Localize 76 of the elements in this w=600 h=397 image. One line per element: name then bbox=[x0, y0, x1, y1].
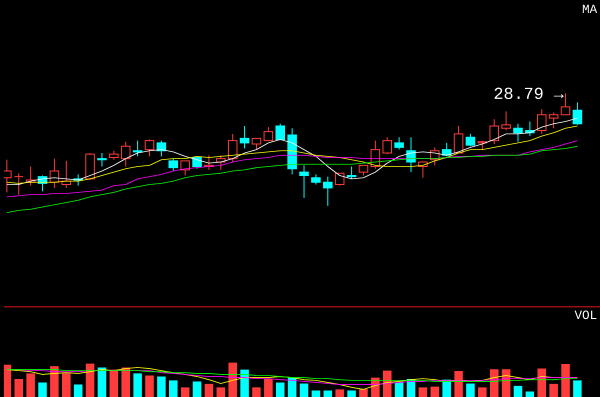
candlestick bbox=[572, 102, 582, 126]
candlestick bbox=[311, 174, 321, 185]
bar bbox=[454, 370, 463, 397]
candlestick bbox=[346, 166, 356, 180]
bar bbox=[228, 362, 237, 397]
bar bbox=[312, 390, 320, 397]
bar bbox=[478, 387, 487, 397]
candlestick bbox=[132, 140, 142, 157]
bar bbox=[180, 387, 190, 397]
bar bbox=[573, 380, 582, 397]
bar bbox=[121, 367, 130, 397]
bar bbox=[514, 386, 522, 397]
bar bbox=[324, 390, 332, 397]
candlestick bbox=[14, 172, 24, 195]
bar bbox=[276, 382, 285, 397]
bar bbox=[86, 363, 94, 397]
bar bbox=[252, 387, 261, 397]
bar bbox=[26, 373, 35, 397]
bar bbox=[288, 377, 296, 397]
candlestick bbox=[26, 166, 36, 186]
candlestick bbox=[454, 125, 464, 154]
candlestick bbox=[240, 125, 250, 149]
candlestick bbox=[180, 160, 190, 176]
bar bbox=[502, 369, 510, 397]
text: VOL bbox=[574, 310, 596, 319]
candlestick bbox=[358, 164, 368, 176]
bar bbox=[300, 383, 308, 397]
candlestick bbox=[287, 128, 297, 175]
bar bbox=[4, 364, 12, 397]
bar bbox=[98, 367, 106, 397]
bar bbox=[14, 378, 24, 397]
bar bbox=[335, 389, 344, 397]
candlestick bbox=[418, 161, 428, 178]
candlestick bbox=[323, 176, 333, 206]
bar bbox=[145, 375, 154, 397]
text: MA bbox=[582, 4, 598, 13]
candlestick bbox=[62, 160, 72, 188]
candlestick bbox=[513, 123, 523, 142]
candlestick bbox=[216, 154, 226, 170]
bar bbox=[204, 384, 214, 397]
candlestick bbox=[228, 133, 238, 162]
candlestick bbox=[501, 110, 511, 131]
candlestick bbox=[536, 108, 547, 134]
candlestick bbox=[489, 118, 499, 144]
bar bbox=[240, 369, 249, 397]
bar bbox=[192, 381, 202, 397]
candlestick bbox=[120, 141, 130, 167]
bar bbox=[359, 388, 368, 397]
bar bbox=[394, 382, 404, 397]
bar bbox=[110, 369, 118, 397]
bar bbox=[168, 380, 178, 397]
bar bbox=[430, 386, 440, 397]
candlestick bbox=[50, 158, 60, 188]
candlestick bbox=[370, 140, 380, 170]
bar bbox=[418, 387, 428, 397]
bar bbox=[561, 364, 570, 397]
bar bbox=[216, 387, 226, 397]
bar bbox=[264, 378, 273, 397]
bar bbox=[62, 373, 71, 397]
candlestick bbox=[4, 159, 12, 193]
candlestick bbox=[204, 154, 214, 170]
bar bbox=[38, 382, 47, 397]
annotation: 28.79 → bbox=[494, 87, 564, 99]
bar bbox=[549, 384, 558, 397]
bar bbox=[466, 383, 475, 397]
candlestick bbox=[548, 112, 558, 129]
bar bbox=[133, 373, 142, 397]
candlestick bbox=[394, 136, 404, 150]
candlestick bbox=[299, 164, 309, 198]
bar bbox=[537, 368, 546, 397]
bar bbox=[526, 391, 534, 397]
candlestick bbox=[97, 152, 107, 167]
bar bbox=[157, 376, 166, 397]
bar bbox=[74, 384, 82, 397]
bar bbox=[347, 390, 356, 397]
bar bbox=[50, 366, 59, 397]
